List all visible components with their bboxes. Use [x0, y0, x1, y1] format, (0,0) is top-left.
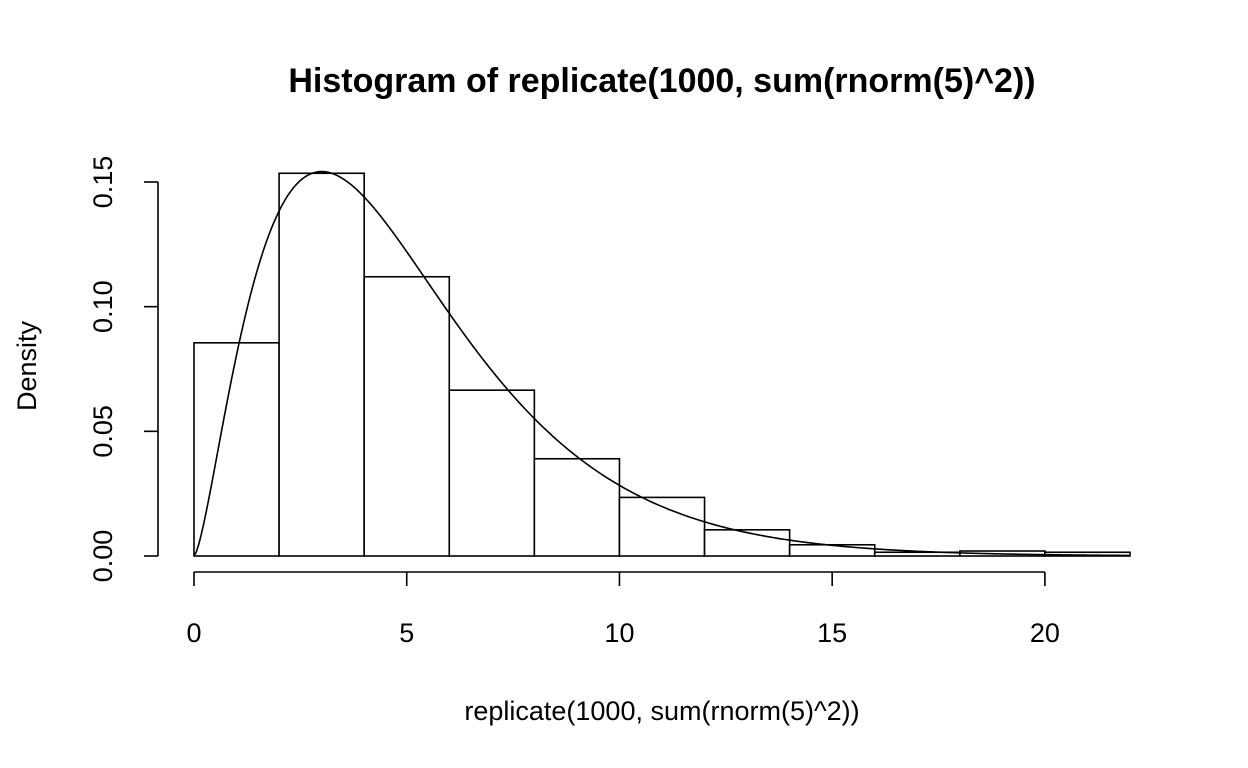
x-tick-label-0: 0 — [186, 618, 201, 648]
y-tick-label-0: 0.00 — [88, 530, 118, 583]
density-curve-group — [193, 170, 1131, 557]
chart-title: Histogram of replicate(1000, sum(rnorm(5… — [288, 62, 1035, 100]
histogram-bar-1 — [278, 172, 365, 557]
y-tick-label-3: 0.15 — [88, 156, 118, 209]
x-axis-label: replicate(1000, sum(rnorm(5)^2)) — [464, 696, 859, 726]
x-tick-label-1: 5 — [399, 618, 414, 648]
histogram-bar-4 — [533, 457, 621, 557]
x-tick-label-2: 10 — [604, 618, 634, 648]
x-tick-label-4: 20 — [1030, 618, 1060, 648]
histogram-bar-3 — [448, 389, 536, 557]
histogram-bar-2 — [363, 275, 451, 557]
x-axis: 0 5 10 15 20 — [186, 571, 1060, 648]
histogram-bar-6 — [703, 529, 791, 557]
density-curve — [193, 170, 1131, 557]
y-axis: 0.00 0.05 0.10 0.15 — [88, 156, 159, 583]
histogram-bars — [193, 172, 1131, 557]
y-tick-label-1: 0.05 — [88, 405, 118, 458]
y-axis-label: Density — [12, 320, 42, 411]
y-tick-label-2: 0.10 — [88, 280, 118, 333]
histogram-bar-7 — [788, 543, 876, 557]
x-tick-label-3: 15 — [817, 618, 847, 648]
histogram-bar-0 — [193, 342, 280, 557]
